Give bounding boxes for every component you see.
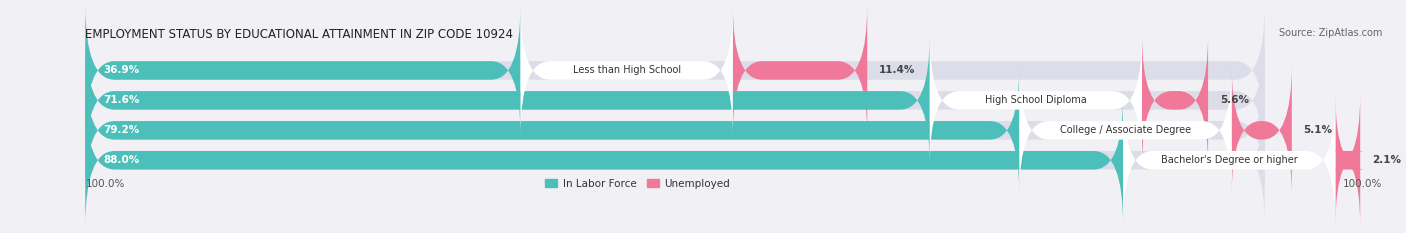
Text: Less than High School: Less than High School bbox=[572, 65, 681, 75]
FancyBboxPatch shape bbox=[1123, 95, 1336, 226]
FancyBboxPatch shape bbox=[86, 65, 1264, 196]
FancyBboxPatch shape bbox=[86, 35, 929, 166]
Text: EMPLOYMENT STATUS BY EDUCATIONAL ATTAINMENT IN ZIP CODE 10924: EMPLOYMENT STATUS BY EDUCATIONAL ATTAINM… bbox=[86, 28, 513, 41]
FancyBboxPatch shape bbox=[1142, 35, 1208, 166]
Text: Source: ZipAtlas.com: Source: ZipAtlas.com bbox=[1279, 28, 1382, 38]
Text: 5.1%: 5.1% bbox=[1303, 125, 1333, 135]
FancyBboxPatch shape bbox=[733, 5, 868, 136]
Text: 79.2%: 79.2% bbox=[103, 125, 139, 135]
Text: High School Diploma: High School Diploma bbox=[986, 95, 1087, 105]
Text: Bachelor's Degree or higher: Bachelor's Degree or higher bbox=[1161, 155, 1298, 165]
Text: 5.6%: 5.6% bbox=[1220, 95, 1249, 105]
FancyBboxPatch shape bbox=[520, 5, 733, 136]
FancyBboxPatch shape bbox=[86, 5, 1264, 136]
FancyBboxPatch shape bbox=[86, 95, 1264, 226]
Text: 2.1%: 2.1% bbox=[1372, 155, 1400, 165]
Text: 11.4%: 11.4% bbox=[879, 65, 915, 75]
FancyBboxPatch shape bbox=[1232, 65, 1292, 196]
Text: 100.0%: 100.0% bbox=[1343, 179, 1382, 188]
Text: 100.0%: 100.0% bbox=[86, 179, 125, 188]
FancyBboxPatch shape bbox=[1019, 65, 1232, 196]
FancyBboxPatch shape bbox=[86, 35, 1264, 166]
FancyBboxPatch shape bbox=[86, 95, 1123, 226]
FancyBboxPatch shape bbox=[929, 35, 1142, 166]
Text: 88.0%: 88.0% bbox=[103, 155, 139, 165]
Text: 71.6%: 71.6% bbox=[103, 95, 139, 105]
Text: 36.9%: 36.9% bbox=[103, 65, 139, 75]
FancyBboxPatch shape bbox=[86, 65, 1019, 196]
FancyBboxPatch shape bbox=[1330, 95, 1365, 226]
FancyBboxPatch shape bbox=[86, 5, 520, 136]
Text: College / Associate Degree: College / Associate Degree bbox=[1060, 125, 1191, 135]
Legend: In Labor Force, Unemployed: In Labor Force, Unemployed bbox=[546, 178, 730, 188]
